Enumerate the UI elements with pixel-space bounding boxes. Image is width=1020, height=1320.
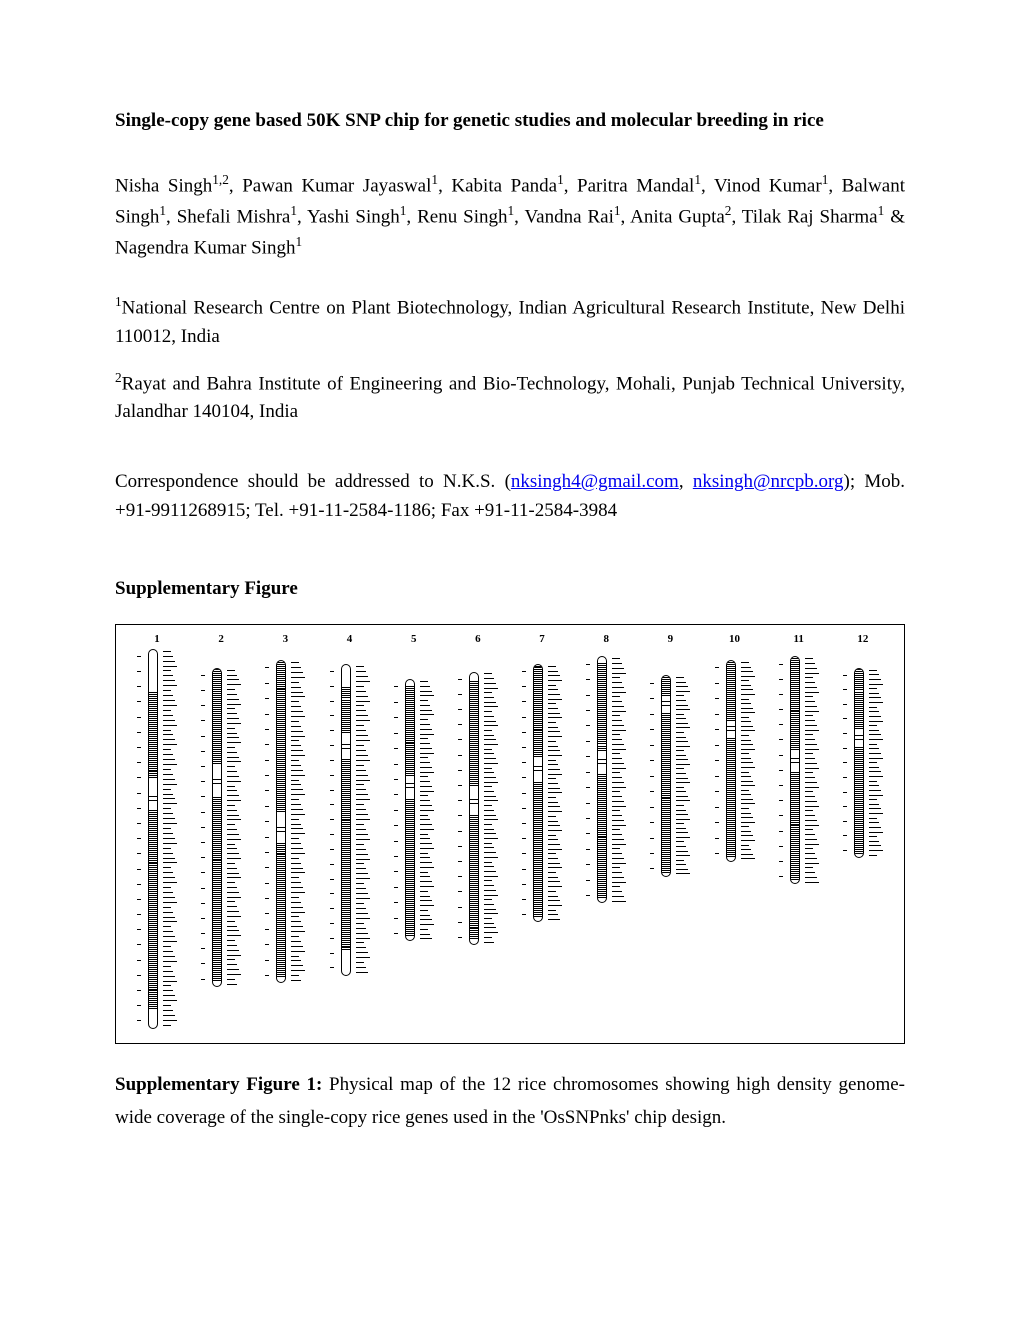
ideogram [854, 668, 864, 858]
chromosome-label: 7 [539, 633, 545, 645]
chromosome-8: 8 [575, 633, 637, 904]
affil-num-1: 1 [115, 294, 122, 309]
marker-ticks [869, 668, 883, 858]
scale-ticks [265, 660, 271, 983]
ideogram [597, 656, 607, 903]
corr-sep: , [679, 471, 693, 492]
supplementary-figure-heading: Supplementary Figure [115, 578, 905, 600]
affil-text-1: National Research Centre on Plant Biotec… [115, 298, 905, 348]
chromosome-row: 123456789101112 [126, 633, 894, 1033]
marker-ticks [484, 672, 498, 946]
marker-ticks [676, 675, 690, 876]
ideogram [533, 664, 543, 922]
marker-ticks [163, 649, 177, 1029]
paper-title: Single-copy gene based 50K SNP chip for … [115, 110, 905, 132]
ideogram [405, 679, 415, 941]
chromosome-6: 6 [447, 633, 509, 945]
chromosome-4: 4 [319, 633, 381, 976]
chromosome-11: 11 [768, 633, 830, 885]
chromosome-label: 3 [283, 633, 289, 645]
affiliation-2: 2Rayat and Bahra Institute of Engineerin… [115, 368, 905, 427]
corr-prefix: Correspondence should be addressed to N.… [115, 471, 511, 492]
scale-ticks [458, 672, 464, 946]
chromosome-12: 12 [832, 633, 894, 858]
ideogram [790, 656, 800, 884]
corr-email-1[interactable]: nksingh4@gmail.com [511, 471, 679, 492]
marker-ticks [291, 660, 305, 983]
ideogram [148, 649, 158, 1029]
ideogram [726, 660, 736, 861]
marker-ticks [356, 664, 370, 976]
chromosome-label: 10 [729, 633, 740, 645]
ideogram [469, 672, 479, 946]
marker-ticks [548, 664, 562, 922]
ideogram [341, 664, 351, 976]
chromosome-label: 12 [857, 633, 868, 645]
corr-email-2[interactable]: nksingh@nrcpb.org [693, 471, 844, 492]
scale-ticks [330, 664, 336, 976]
scale-ticks [779, 656, 785, 884]
chromosome-label: 2 [218, 633, 224, 645]
caption-bold: Supplementary Figure 1: [115, 1074, 322, 1095]
chromosome-label: 11 [794, 633, 804, 645]
chromosome-label: 9 [668, 633, 674, 645]
ideogram [276, 660, 286, 983]
chromosome-1: 1 [126, 633, 188, 1029]
scale-ticks [586, 656, 592, 903]
scale-ticks [715, 660, 721, 861]
marker-ticks [420, 679, 434, 941]
chromosome-label: 8 [603, 633, 609, 645]
chromosome-label: 1 [154, 633, 160, 645]
scale-ticks [650, 675, 656, 876]
marker-ticks [612, 656, 626, 903]
scale-ticks [201, 668, 207, 987]
affil-num-2: 2 [115, 370, 122, 385]
affiliation-1: 1National Research Centre on Plant Biote… [115, 292, 905, 351]
marker-ticks [741, 660, 755, 861]
scale-ticks [394, 679, 400, 941]
figure-caption: Supplementary Figure 1: Physical map of … [115, 1068, 905, 1135]
correspondence: Correspondence should be addressed to N.… [115, 467, 905, 526]
chromosome-label: 5 [411, 633, 417, 645]
marker-ticks [805, 656, 819, 884]
figure-panel: 123456789101112 [115, 624, 905, 1044]
scale-ticks [843, 668, 849, 858]
chromosome-label: 6 [475, 633, 481, 645]
chromosome-5: 5 [383, 633, 445, 942]
ideogram [661, 675, 671, 876]
ideogram [212, 668, 222, 987]
chromosome-2: 2 [190, 633, 252, 987]
marker-ticks [227, 668, 241, 987]
chromosome-label: 4 [347, 633, 353, 645]
scale-ticks [522, 664, 528, 922]
chromosome-9: 9 [639, 633, 701, 877]
chromosome-7: 7 [511, 633, 573, 923]
scale-ticks [137, 649, 143, 1029]
page: Single-copy gene based 50K SNP chip for … [0, 0, 1020, 1184]
affil-text-2: Rayat and Bahra Institute of Engineering… [115, 373, 905, 423]
chromosome-3: 3 [254, 633, 316, 983]
chromosome-10: 10 [704, 633, 766, 862]
author-list: Nisha Singh1,2, Pawan Kumar Jayaswal1, K… [115, 170, 905, 262]
